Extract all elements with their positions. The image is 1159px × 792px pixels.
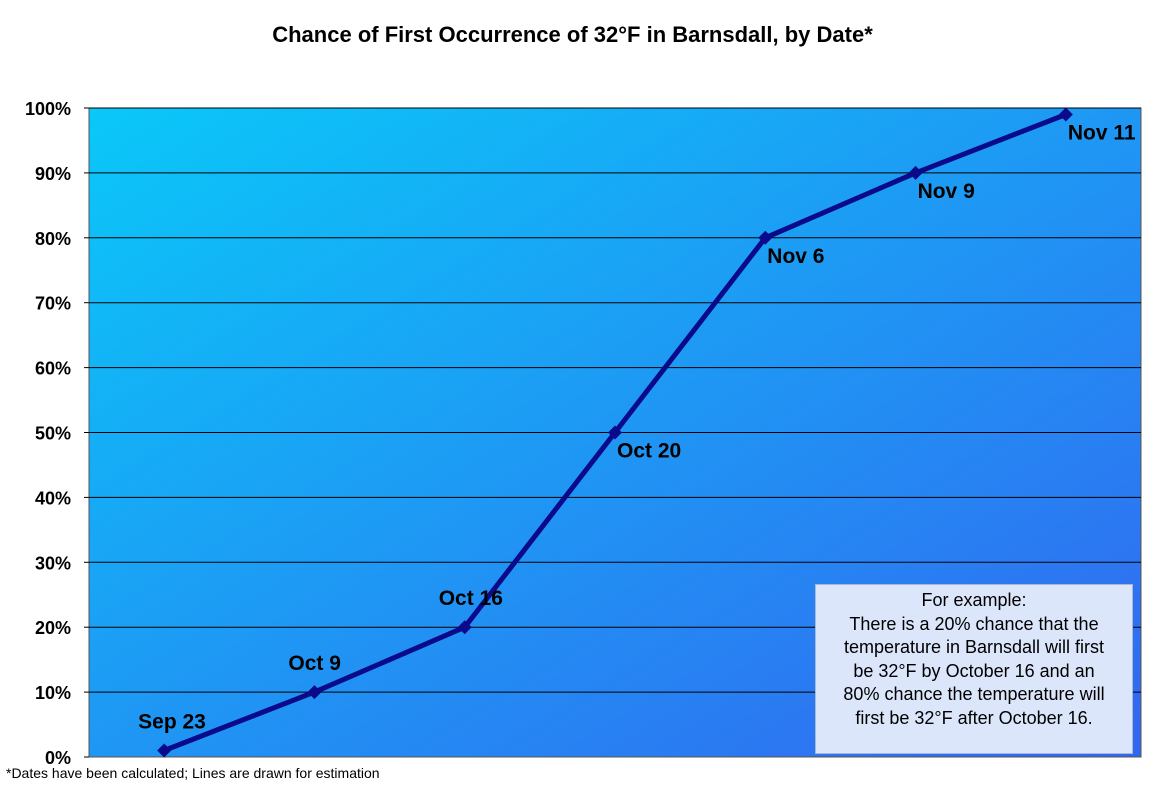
footnote: *Dates have been calculated; Lines are d… <box>6 765 380 781</box>
y-tick-label: 20% <box>35 618 71 638</box>
data-label: Oct 9 <box>288 652 341 675</box>
y-axis-ticks: 0% 10% 20% 30% 40% 50% 60% 70% 80% 90% 100% <box>25 99 89 768</box>
data-point <box>307 685 322 700</box>
y-tick-label: 50% <box>35 424 71 444</box>
data-point <box>157 743 172 758</box>
data-label: Oct 20 <box>617 440 681 463</box>
y-tick-label: 40% <box>35 488 71 508</box>
data-point <box>457 620 472 635</box>
data-points <box>157 107 1073 758</box>
y-tick-label: 100% <box>25 99 71 119</box>
data-label: Nov 11 <box>1068 121 1136 144</box>
y-tick-label: 60% <box>35 359 71 379</box>
data-point <box>1058 107 1073 122</box>
y-tick-label: 30% <box>35 553 71 573</box>
y-tick-label: 80% <box>35 229 71 249</box>
note-line: first be 32°F after October 16. <box>855 707 1093 728</box>
chart-title: Chance of First Occurrence of 32°F in Ba… <box>272 22 873 47</box>
y-tick-label: 0% <box>45 748 71 768</box>
note-line: be 32°F by October 16 and an <box>853 660 1095 681</box>
data-point <box>908 165 923 180</box>
y-tick-label: 10% <box>35 683 71 703</box>
data-labels: Sep 23 Oct 9 Oct 16 Oct 20 Nov 6 Nov 9 Nov 11 <box>138 121 1136 733</box>
note-line: temperature in Barnsdall will first <box>843 637 1105 657</box>
note-line: There is a 20% chance that the <box>849 613 1099 634</box>
data-label: Nov 6 <box>767 245 824 268</box>
y-tick-label: 70% <box>35 294 71 314</box>
data-point <box>758 230 773 245</box>
note-line: 80% chance the temperature will <box>843 684 1105 704</box>
note-line: For example: <box>921 590 1027 610</box>
y-tick-label: 90% <box>35 164 71 184</box>
data-point <box>608 425 622 440</box>
data-label: Sep 23 <box>138 711 206 734</box>
data-label: Oct 16 <box>439 587 503 610</box>
example-note: For example: There is a 20% chance that … <box>815 584 1133 754</box>
grid-lines <box>89 107 1141 693</box>
data-label: Nov 9 <box>918 180 975 203</box>
